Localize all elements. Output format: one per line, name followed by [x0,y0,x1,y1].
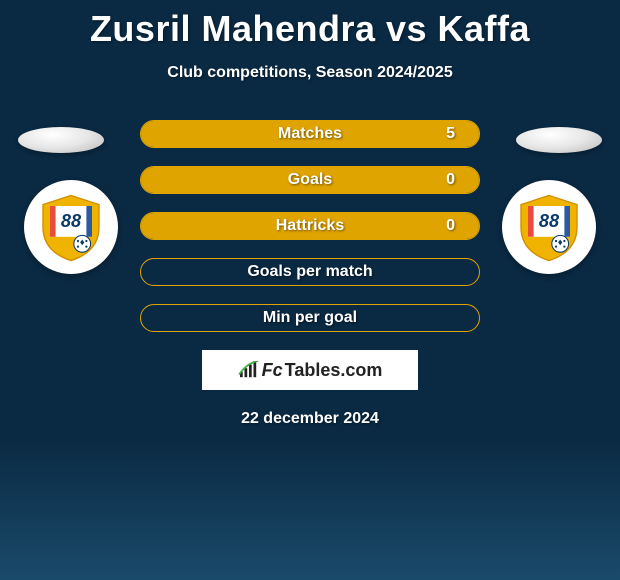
stat-value: 5 [446,125,455,143]
shield-icon: 88 [36,192,106,262]
country-flag-right [516,127,602,153]
brand-text-pre: Fc [262,360,283,381]
stat-label: Min per goal [263,309,357,327]
stat-row-hattricks: Hattricks 0 [140,212,480,240]
page-subtitle: Club competitions, Season 2024/2025 [0,64,620,82]
club-badge-right: 88 [502,180,596,274]
stat-label: Matches [278,125,342,143]
stat-row-goals: Goals 0 [140,166,480,194]
stat-label: Goals [288,171,332,189]
date-label: 22 december 2024 [0,410,620,428]
svg-text:88: 88 [539,211,560,231]
country-flag-left [18,127,104,153]
stat-label: Hattricks [276,217,344,235]
brand-box: FcTables.com [202,350,418,390]
svg-text:88: 88 [61,211,82,231]
page-title: Zusril Mahendra vs Kaffa [0,0,620,50]
shield-icon: 88 [514,192,584,262]
stat-label: Goals per match [247,263,372,281]
chart-bars-icon [238,361,260,379]
stat-value: 0 [446,171,455,189]
stat-row-min-per-goal: Min per goal [140,304,480,332]
brand-text-post: Tables.com [285,360,383,381]
stat-row-goals-per-match: Goals per match [140,258,480,286]
stat-value: 0 [446,217,455,235]
stat-row-matches: Matches 5 [140,120,480,148]
club-badge-left: 88 [24,180,118,274]
brand-logo: FcTables.com [238,360,383,381]
